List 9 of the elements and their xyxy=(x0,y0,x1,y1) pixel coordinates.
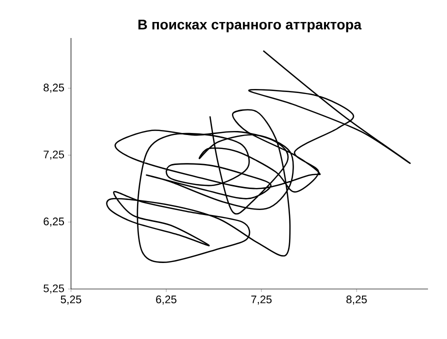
x-tick-label: 7,25 xyxy=(251,296,272,305)
x-tick-label: 5,25 xyxy=(60,296,82,305)
chart-title: В поисках странного аттрактора xyxy=(138,20,362,32)
y-tick-label: 6,25 xyxy=(44,218,64,227)
y-tick-label: 5,25 xyxy=(44,284,64,294)
x-tick-label: 6,25 xyxy=(156,296,176,305)
x-tick-label: 8,25 xyxy=(346,296,367,305)
y-tick-label: 7,25 xyxy=(44,150,64,160)
y-tick-label: 8,25 xyxy=(44,84,64,93)
